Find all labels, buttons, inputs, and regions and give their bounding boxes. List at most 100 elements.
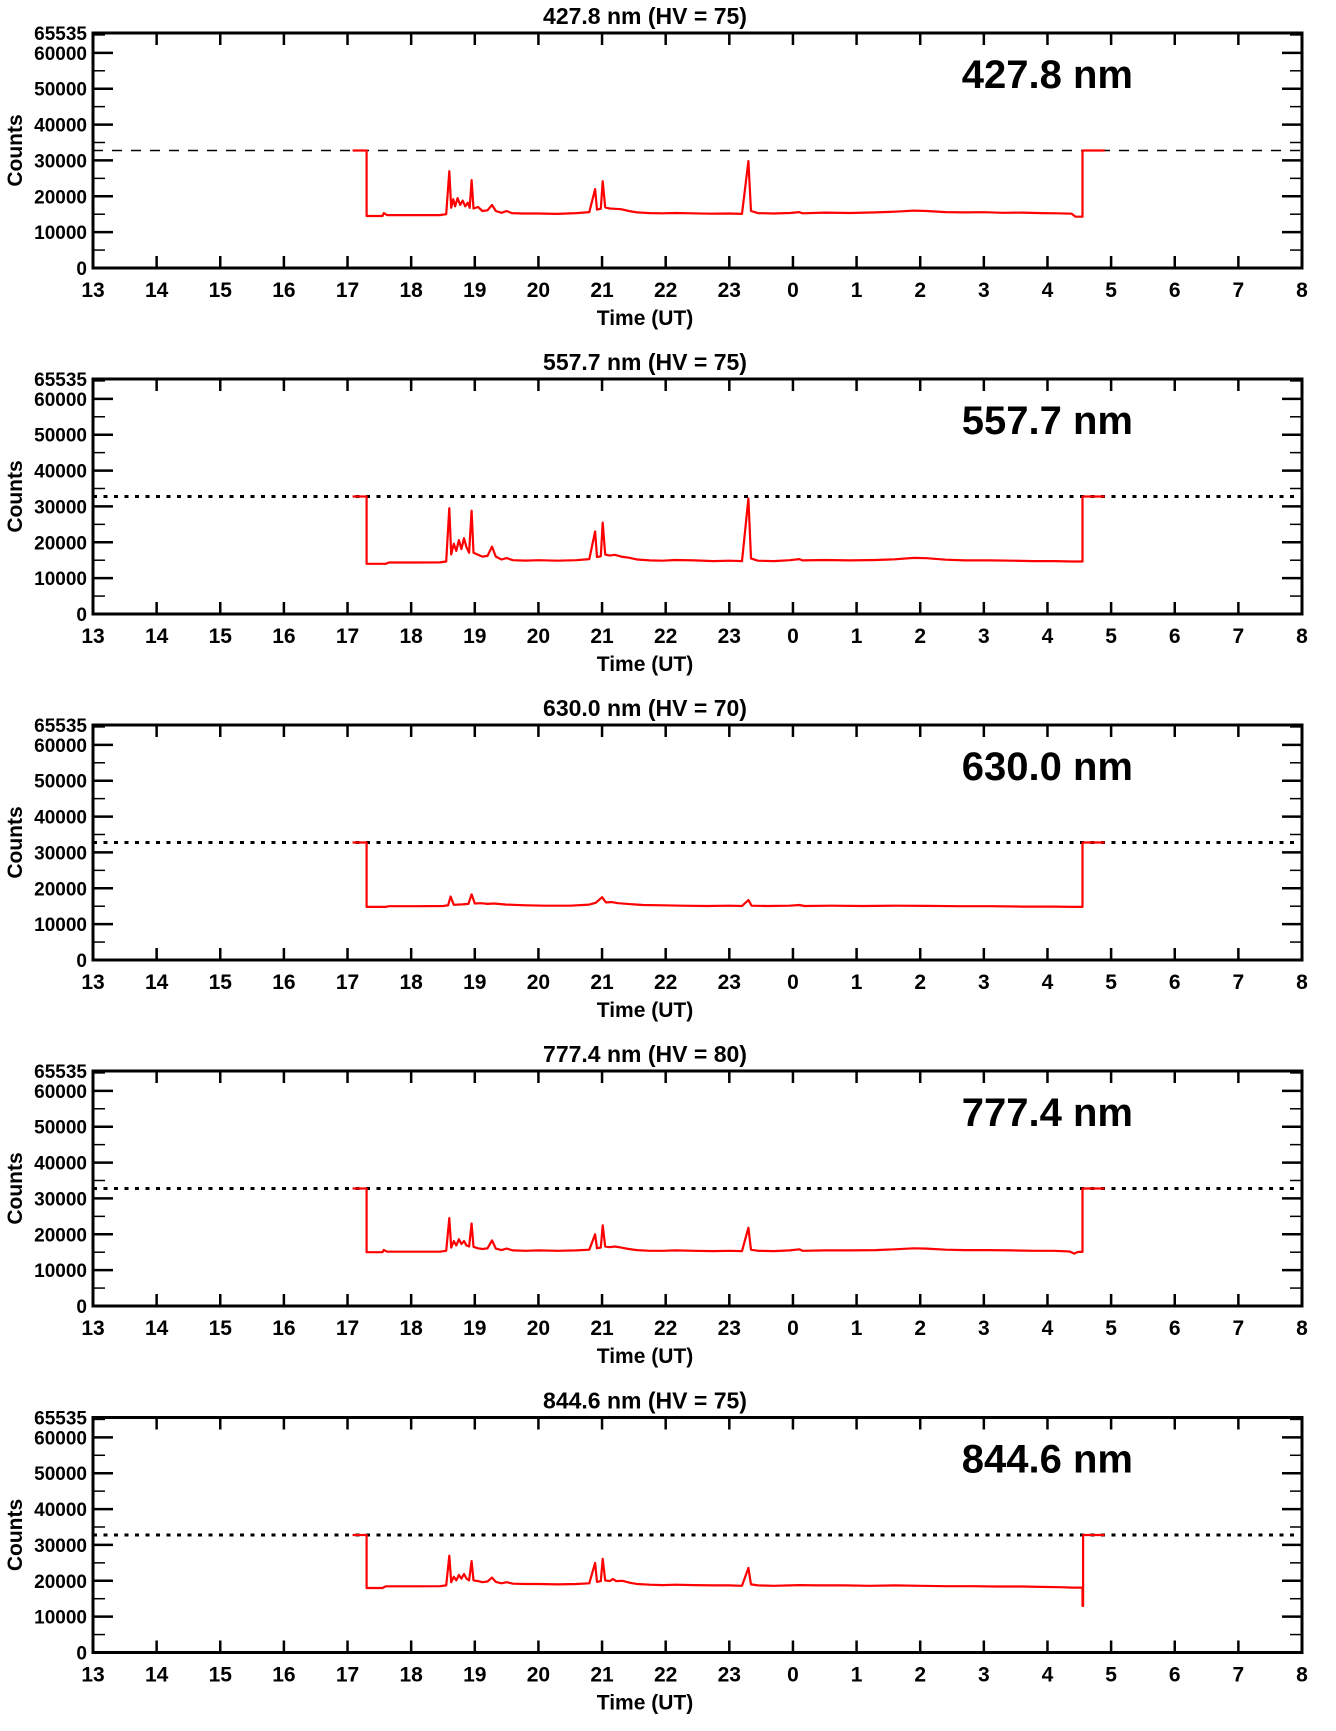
y-tick-label: 0 — [76, 1644, 87, 1665]
x-tick-label: 2 — [914, 971, 926, 994]
chart-panel-427.8: 13 14 15 16 17 18 19 20 21 22 23 0 1 2 3 4 5 6 7 8 0 10000 200… — [0, 0, 1336, 346]
x-tick-label: 16 — [272, 1317, 295, 1340]
x-tick-label: 18 — [399, 625, 423, 648]
x-tick-label: 14 — [145, 1317, 169, 1340]
chart-title: 557.7 nm (HV = 75) — [543, 349, 747, 375]
x-tick-label: 8 — [1296, 1317, 1308, 1340]
chart-title: 630.0 nm (HV = 70) — [543, 695, 747, 721]
x-tick-label: 13 — [81, 971, 104, 994]
x-tick-label: 13 — [81, 279, 104, 302]
x-tick-label: 22 — [654, 625, 677, 648]
x-tick-label: 14 — [145, 971, 169, 994]
y-tick-label: 20000 — [34, 187, 87, 208]
x-tick-label: 15 — [209, 1317, 233, 1340]
chart-title: 777.4 nm (HV = 80) — [543, 1041, 747, 1067]
x-tick-label: 4 — [1042, 625, 1054, 648]
y-tick-label: 60000 — [34, 390, 87, 411]
y-tick-label: 50000 — [34, 1118, 87, 1139]
y-axis-title: Counts — [4, 114, 27, 186]
x-tick-label: 8 — [1296, 625, 1308, 648]
x-tick-label: 20 — [527, 625, 550, 648]
x-tick-label: 15 — [209, 279, 233, 302]
chart-panel-557.7: 13 14 15 16 17 18 19 20 21 22 23 0 1 2 3 4 5 6 7 8 0 10000 200… — [0, 346, 1336, 692]
x-tick-label: 19 — [463, 625, 486, 648]
x-tick-label: 4 — [1042, 1664, 1054, 1687]
x-tick-label: 8 — [1296, 1664, 1308, 1687]
y-tick-label: 65535 — [34, 1062, 87, 1083]
x-tick-label: 2 — [914, 1664, 926, 1687]
x-tick-label: 3 — [978, 279, 990, 302]
x-tick-label: 5 — [1105, 1317, 1117, 1340]
chart-svg: 13 14 15 16 17 18 19 20 21 22 23 0 1 2 3 4 5 6 7 8010000200… — [4, 695, 1308, 1022]
x-tick-label: 6 — [1169, 279, 1181, 302]
y-tick-label: 50000 — [34, 1464, 87, 1485]
x-tick-label: 1 — [851, 279, 863, 302]
y-axis-title: Counts — [4, 806, 27, 878]
chart-svg: 13 14 15 16 17 18 19 20 21 22 23 0 1 2 3 4 5 6 7 8010000200… — [4, 1388, 1308, 1715]
x-tick-label: 21 — [590, 1317, 614, 1340]
x-tick-label: 6 — [1169, 625, 1181, 648]
x-tick-label: 14 — [145, 279, 169, 302]
plot-frame — [91, 1416, 1304, 1654]
y-axis-title: Counts — [4, 460, 27, 532]
chart-svg: 13 14 15 16 17 18 19 20 21 22 23 0 1 2 3 4 5 6 7 8010000200… — [4, 1041, 1308, 1368]
x-tick-label: 17 — [336, 279, 359, 302]
x-tick-label: 3 — [978, 1664, 990, 1687]
x-axis-title: Time (UT) — [597, 653, 693, 676]
y-tick-label: 40000 — [34, 116, 87, 137]
y-tick-label: 0 — [76, 1297, 87, 1318]
x-tick-label: 1 — [851, 625, 863, 648]
x-tick-label: 0 — [787, 1317, 799, 1340]
chart-title: 844.6 nm (HV = 75) — [543, 1388, 747, 1414]
wavelength-label: 557.7 nm — [962, 399, 1133, 443]
x-tick-label: 23 — [718, 1317, 741, 1340]
y-tick-label: 10000 — [34, 915, 87, 936]
y-axis-title: Counts — [4, 1499, 27, 1571]
x-tick-label: 4 — [1042, 279, 1054, 302]
x-tick-label: 18 — [399, 1317, 423, 1340]
x-tick-label: 7 — [1233, 625, 1245, 648]
y-tick-label: 40000 — [34, 808, 87, 829]
x-tick-label: 16 — [272, 1664, 295, 1687]
x-tick-label: 18 — [399, 1664, 423, 1687]
x-tick-label: 17 — [336, 1664, 359, 1687]
x-tick-label: 14 — [145, 1664, 169, 1687]
y-tick-label: 30000 — [34, 1536, 87, 1557]
x-tick-label: 23 — [718, 279, 741, 302]
y-tick-label: 10000 — [34, 1608, 87, 1629]
y-tick-label: 20000 — [34, 1225, 87, 1246]
counts-trace — [352, 495, 1105, 565]
x-tick-label: 2 — [914, 625, 926, 648]
x-tick-label: 8 — [1296, 279, 1308, 302]
x-tick-label: 23 — [718, 1664, 741, 1687]
x-tick-label: 16 — [272, 625, 295, 648]
y-tick-label: 0 — [76, 951, 87, 972]
y-tick-label: 30000 — [34, 1189, 87, 1210]
x-tick-label: 19 — [463, 971, 486, 994]
wavelength-label: 844.6 nm — [962, 1438, 1133, 1482]
x-tick-label: 21 — [590, 279, 614, 302]
x-tick-label: 1 — [851, 1664, 863, 1687]
x-tick-label: 19 — [463, 279, 486, 302]
wavelength-label: 630.0 nm — [962, 745, 1133, 789]
y-tick-label: 40000 — [34, 1154, 87, 1175]
y-tick-label: 60000 — [34, 1428, 87, 1449]
x-axis-title: Time (UT) — [597, 999, 693, 1022]
x-tick-label: 3 — [978, 1317, 990, 1340]
x-tick-label: 13 — [81, 1664, 104, 1687]
x-tick-label: 6 — [1169, 1664, 1181, 1687]
x-tick-label: 5 — [1105, 625, 1117, 648]
x-tick-label: 0 — [787, 279, 799, 302]
x-axis-title: Time (UT) — [597, 1345, 693, 1368]
x-tick-label: 1 — [851, 971, 863, 994]
y-tick-label: 30000 — [34, 497, 87, 518]
chart-panel-844.6: 13 14 15 16 17 18 19 20 21 22 23 0 1 2 3 4 5 6 7 8 0 10000 200… — [0, 1384, 1336, 1730]
x-tick-label: 17 — [336, 971, 359, 994]
x-tick-label: 23 — [718, 625, 741, 648]
x-tick-label: 5 — [1105, 971, 1117, 994]
x-tick-label: 22 — [654, 279, 677, 302]
x-tick-label: 1 — [851, 1317, 863, 1340]
y-tick-label: 65535 — [34, 24, 87, 45]
y-tick-label: 10000 — [34, 569, 87, 590]
